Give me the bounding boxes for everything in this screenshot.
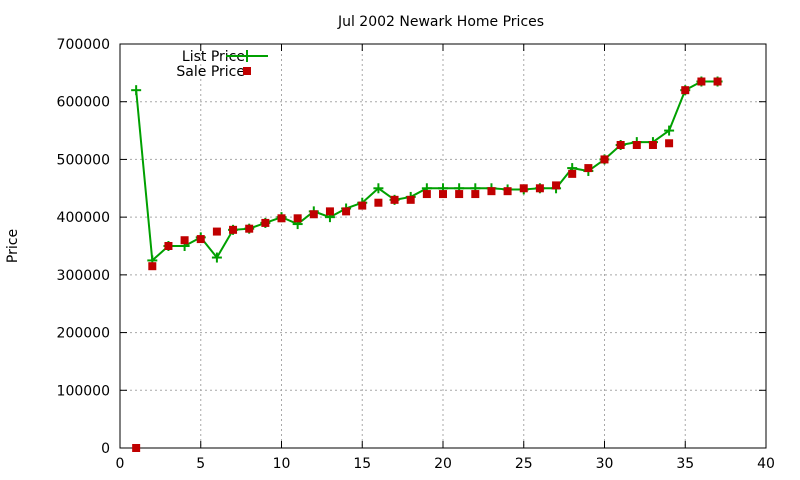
- data-point-sale-price: [697, 77, 706, 86]
- chart-title: Jul 2002 Newark Home Prices: [337, 14, 544, 30]
- x-tick-label: 5: [196, 456, 205, 472]
- data-point-sale-price: [196, 235, 205, 244]
- y-tick-label: 100000: [57, 383, 110, 399]
- x-tick-label: 20: [434, 456, 452, 472]
- data-point-sale-price: [374, 198, 383, 207]
- y-tick-label: 0: [101, 441, 110, 457]
- y-tick-label: 300000: [57, 268, 110, 284]
- data-point-sale-price: [616, 141, 625, 149]
- data-point-sale-price: [681, 86, 690, 95]
- data-point-sale-price: [439, 190, 447, 199]
- legend-label-sale-price: Sale Price: [176, 64, 245, 80]
- axis-ticks: 0 5 10 15 20 25 30 35 40 0 100000 200000 300000 40000…: [57, 37, 775, 472]
- legend-marker-list-price: [241, 50, 253, 62]
- x-tick-label: 10: [273, 456, 291, 472]
- x-tick-label: 0: [116, 456, 125, 472]
- data-point-sale-price: [600, 155, 609, 164]
- data-point-sale-price: [164, 242, 173, 250]
- x-tick-label: 30: [596, 456, 614, 472]
- y-tick-label: 600000: [57, 95, 110, 111]
- data-point-sale-price: [665, 139, 674, 148]
- data-point-sale-price: [212, 227, 221, 236]
- data-point-sale-price: [422, 190, 431, 199]
- series-line-list-price: [135, 80, 718, 262]
- series-group: [131, 76, 723, 452]
- data-point-sale-price: [229, 225, 238, 234]
- x-tick-label: 15: [353, 456, 371, 472]
- data-point-sale-price: [584, 164, 593, 173]
- data-point-list-price: [373, 183, 384, 194]
- data-point-sale-price: [503, 187, 512, 196]
- y-tick-label: 400000: [57, 210, 110, 226]
- data-point-sale-price: [487, 187, 496, 196]
- data-point-sale-price: [568, 169, 577, 178]
- data-point-list-price: [131, 85, 142, 96]
- data-point-sale-price: [277, 214, 286, 223]
- data-point-sale-price: [519, 184, 528, 193]
- y-tick-label: 500000: [57, 152, 110, 168]
- data-point-sale-price: [132, 444, 141, 452]
- data-point-list-price: [211, 252, 222, 263]
- data-point-sale-price: [471, 190, 480, 199]
- data-point-sale-price: [390, 195, 399, 204]
- data-point-sale-price: [180, 236, 189, 245]
- data-point-sale-price: [325, 207, 334, 216]
- y-tick-label: 700000: [57, 37, 110, 53]
- legend: List Price Sale Price: [176, 49, 268, 80]
- data-point-sale-price: [552, 181, 561, 190]
- x-tick-label: 25: [515, 456, 533, 472]
- data-point-sale-price: [342, 207, 351, 216]
- grid: [120, 44, 766, 448]
- y-axis-label: Price: [5, 229, 21, 263]
- data-point-sale-price: [535, 184, 544, 193]
- x-tick-label: 35: [676, 456, 694, 472]
- data-point-sale-price: [713, 77, 722, 86]
- data-point-list-price: [664, 125, 675, 136]
- legend-marker-sale-price: [243, 67, 251, 75]
- data-point-sale-price: [406, 195, 415, 204]
- x-tick-label: 40: [757, 456, 775, 472]
- y-tick-label: 200000: [57, 326, 110, 342]
- data-point-sale-price: [309, 210, 318, 219]
- data-point-sale-price: [261, 218, 270, 227]
- data-point-sale-price: [632, 141, 641, 149]
- data-point-sale-price: [455, 190, 464, 199]
- data-point-sale-price: [293, 214, 302, 223]
- data-point-sale-price: [245, 224, 254, 233]
- legend-label-list-price: List Price: [182, 49, 245, 65]
- data-point-sale-price: [648, 141, 657, 149]
- data-point-sale-price: [148, 262, 157, 271]
- data-point-sale-price: [358, 201, 367, 210]
